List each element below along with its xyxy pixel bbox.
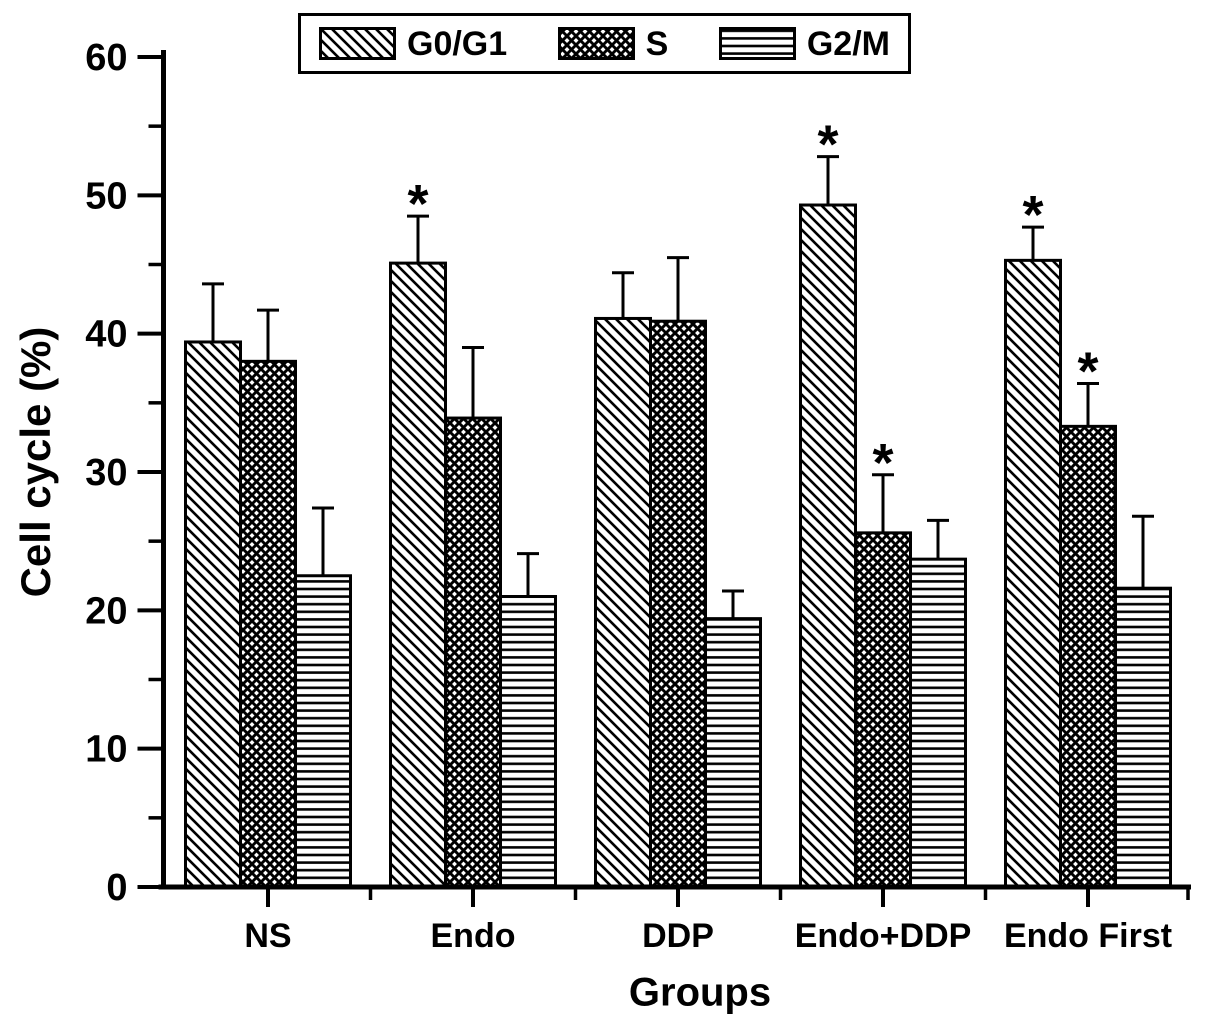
legend-item-s: S bbox=[557, 24, 669, 63]
significance-marker-endo-first-s: * bbox=[1077, 341, 1098, 401]
axes-layer: 0 10 20 30 40 50 60 NS Endo DDP Endo+DDP Endo First bbox=[85, 37, 1191, 955]
x-category-label-ns: NS bbox=[244, 917, 291, 955]
x-category-label-endo-first: Endo First bbox=[1004, 917, 1172, 955]
significance-marker-endo-ddp-s: * bbox=[872, 433, 893, 493]
bar-ddp-s bbox=[649, 319, 707, 889]
x-category-label-endo-ddp: Endo+DDP bbox=[795, 917, 972, 955]
bar-endo-ddp-g2-m bbox=[909, 557, 967, 889]
x-category-label-ddp: DDP bbox=[642, 917, 714, 955]
y-tick-label-40: 40 bbox=[85, 314, 127, 356]
bar-endo-first-g2-m bbox=[1114, 586, 1172, 889]
bar-endo-first-s bbox=[1059, 424, 1117, 889]
bar-ddp-g2-m bbox=[704, 617, 762, 889]
bar-ns-s bbox=[239, 359, 297, 889]
y-tick-label-0: 0 bbox=[106, 867, 127, 909]
bar-endo-ddp-s bbox=[854, 531, 912, 889]
bar-endo-first-g0-g1 bbox=[1004, 258, 1062, 889]
x-axis-title: Groups bbox=[628, 970, 772, 1015]
bar-endo-ddp-g0-g1 bbox=[799, 203, 857, 889]
series-s: ** bbox=[239, 256, 1117, 889]
bar-ns-g0-g1 bbox=[184, 340, 242, 889]
significance-marker-endo-ddp-g0-g1: * bbox=[817, 115, 838, 175]
y-tick-label-20: 20 bbox=[85, 590, 127, 632]
bar-ddp-g0-g1 bbox=[594, 316, 652, 889]
legend-item-g0g1: G0/G1 bbox=[319, 27, 507, 61]
legend-label-g0g1: G0/G1 bbox=[407, 24, 508, 63]
legend-label-g2m: G2/M bbox=[806, 24, 890, 63]
bar-endo-g0-g1 bbox=[389, 261, 447, 889]
legend-label-s: S bbox=[645, 24, 669, 63]
legend-swatch-horizontal-icon bbox=[718, 27, 796, 60]
bar-endo-g2-m bbox=[499, 595, 557, 889]
bar-endo-s bbox=[444, 416, 502, 889]
x-category-label-endo: Endo bbox=[431, 917, 516, 955]
legend-item-g2m: G2/M bbox=[718, 24, 890, 63]
significance-marker-endo-first-g0-g1: * bbox=[1022, 185, 1043, 245]
y-tick-label-30: 30 bbox=[85, 452, 127, 494]
y-tick-label-50: 50 bbox=[85, 175, 127, 217]
y-axis-title: Cell cycle (%) bbox=[12, 326, 59, 598]
legend-swatch-diagonal-icon bbox=[319, 27, 396, 60]
y-tick-label-60: 60 bbox=[85, 37, 127, 79]
legend: G0/G1 S G2/M bbox=[298, 13, 911, 74]
significance-marker-endo-g0-g1: * bbox=[407, 174, 428, 234]
bar-ns-g2-m bbox=[294, 574, 352, 889]
legend-swatch-crosshatch-icon bbox=[557, 27, 635, 60]
y-tick-label-10: 10 bbox=[85, 729, 127, 771]
bars-layer: ***** bbox=[184, 115, 1172, 889]
series-g2-m bbox=[294, 506, 1172, 889]
series-g0-g1: * * * bbox=[184, 115, 1062, 889]
